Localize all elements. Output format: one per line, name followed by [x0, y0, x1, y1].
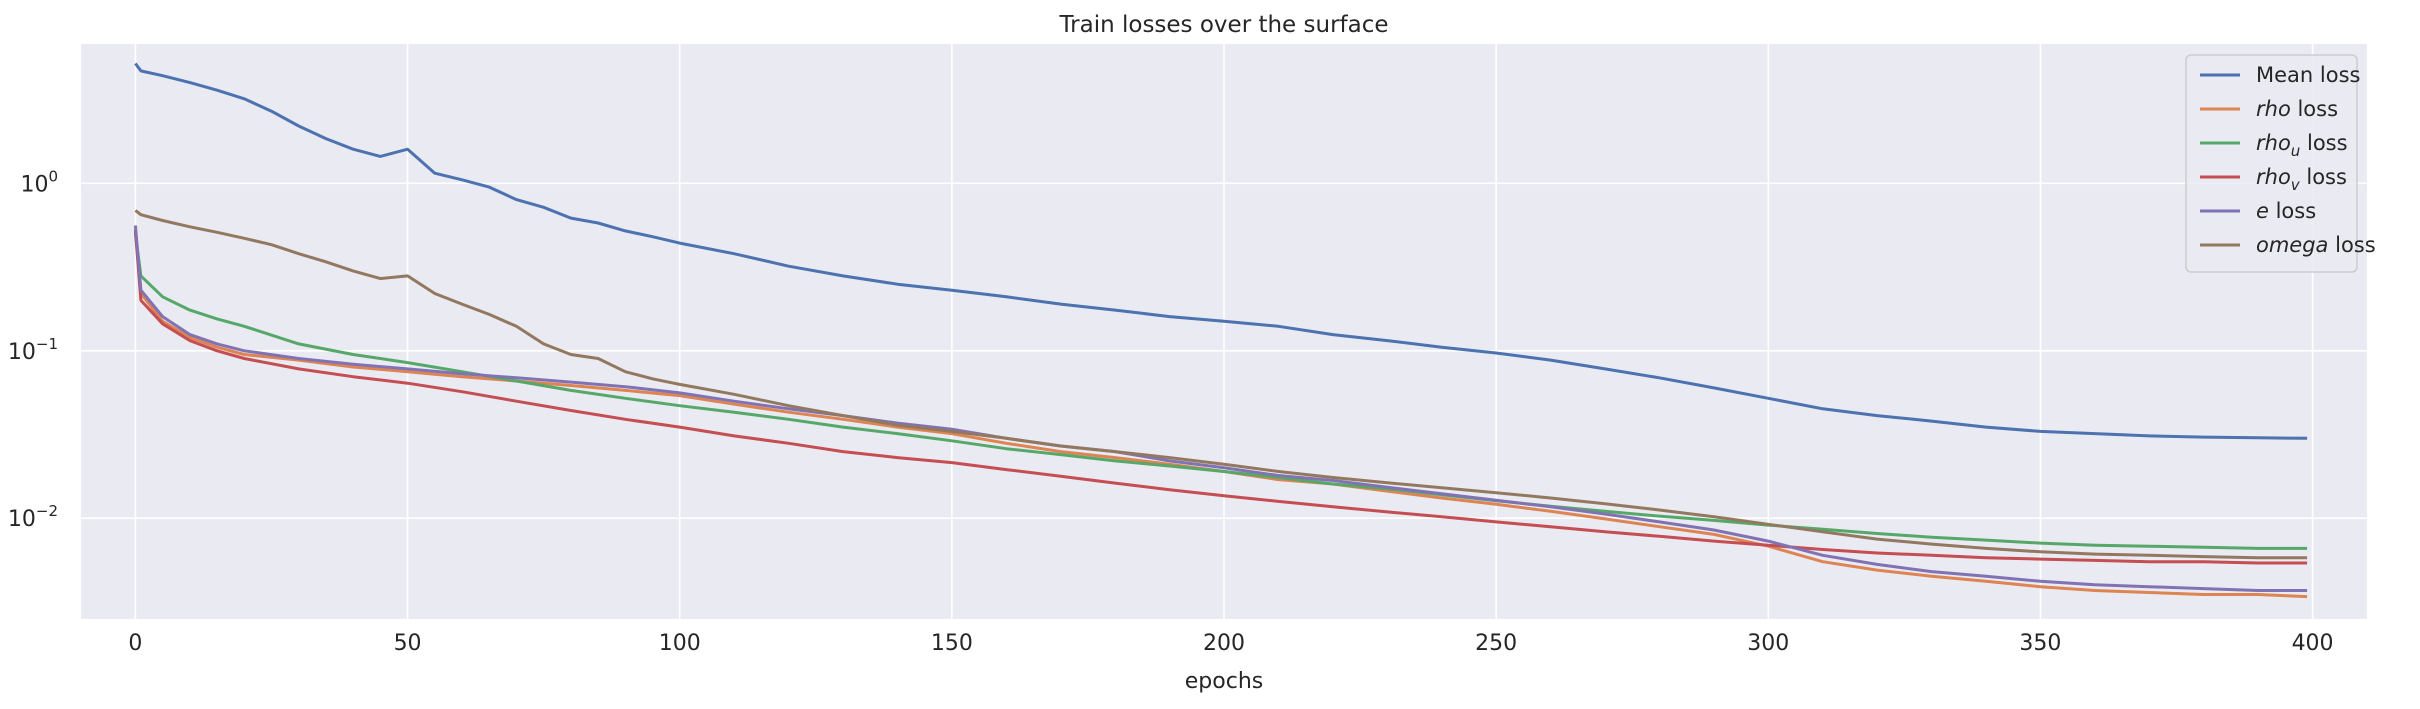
- x-tick-label: 200: [1203, 631, 1245, 656]
- y-tick-label: 100: [20, 167, 58, 197]
- x-tick-label: 300: [1747, 631, 1789, 656]
- series-line-5: [134, 209, 2308, 560]
- x-tick-label: 350: [2019, 631, 2061, 656]
- x-tick-label: 400: [2292, 631, 2334, 656]
- series-line-2: [133, 233, 2308, 550]
- x-tick-label: 250: [1475, 631, 1517, 656]
- series-line-0: [134, 62, 2308, 440]
- legend-label: rho loss: [2256, 97, 2338, 121]
- x-tick-label: 150: [931, 631, 973, 656]
- series-line-4: [133, 225, 2308, 592]
- legend: Mean loss rho loss rhou loss rhov loss e los…: [2185, 54, 2376, 273]
- legend-label: rhou loss: [2256, 131, 2348, 160]
- legend-label: omega loss: [2256, 233, 2376, 257]
- series-line-1: [133, 229, 2308, 599]
- chart-title: Train losses over the surface: [1058, 12, 1388, 38]
- legend-label: rhov loss: [2256, 165, 2347, 194]
- x-axis-label: epochs: [1185, 669, 1263, 694]
- legend-label: e loss: [2256, 199, 2316, 223]
- legend-label: Mean loss: [2256, 63, 2360, 87]
- x-tick-label: 50: [394, 631, 422, 656]
- x-tick-label: 100: [659, 631, 701, 656]
- x-tick-labels: 0 50 100 150 200 250 300 350 400: [128, 631, 2333, 656]
- y-tick-labels: 10−2 10−1 100: [8, 167, 58, 532]
- y-tick-label: 10−1: [8, 335, 58, 365]
- x-tick-label: 0: [128, 631, 142, 656]
- series-line-3: [133, 230, 2308, 565]
- series-lines: [133, 62, 2308, 599]
- y-tick-label: 10−2: [8, 502, 58, 532]
